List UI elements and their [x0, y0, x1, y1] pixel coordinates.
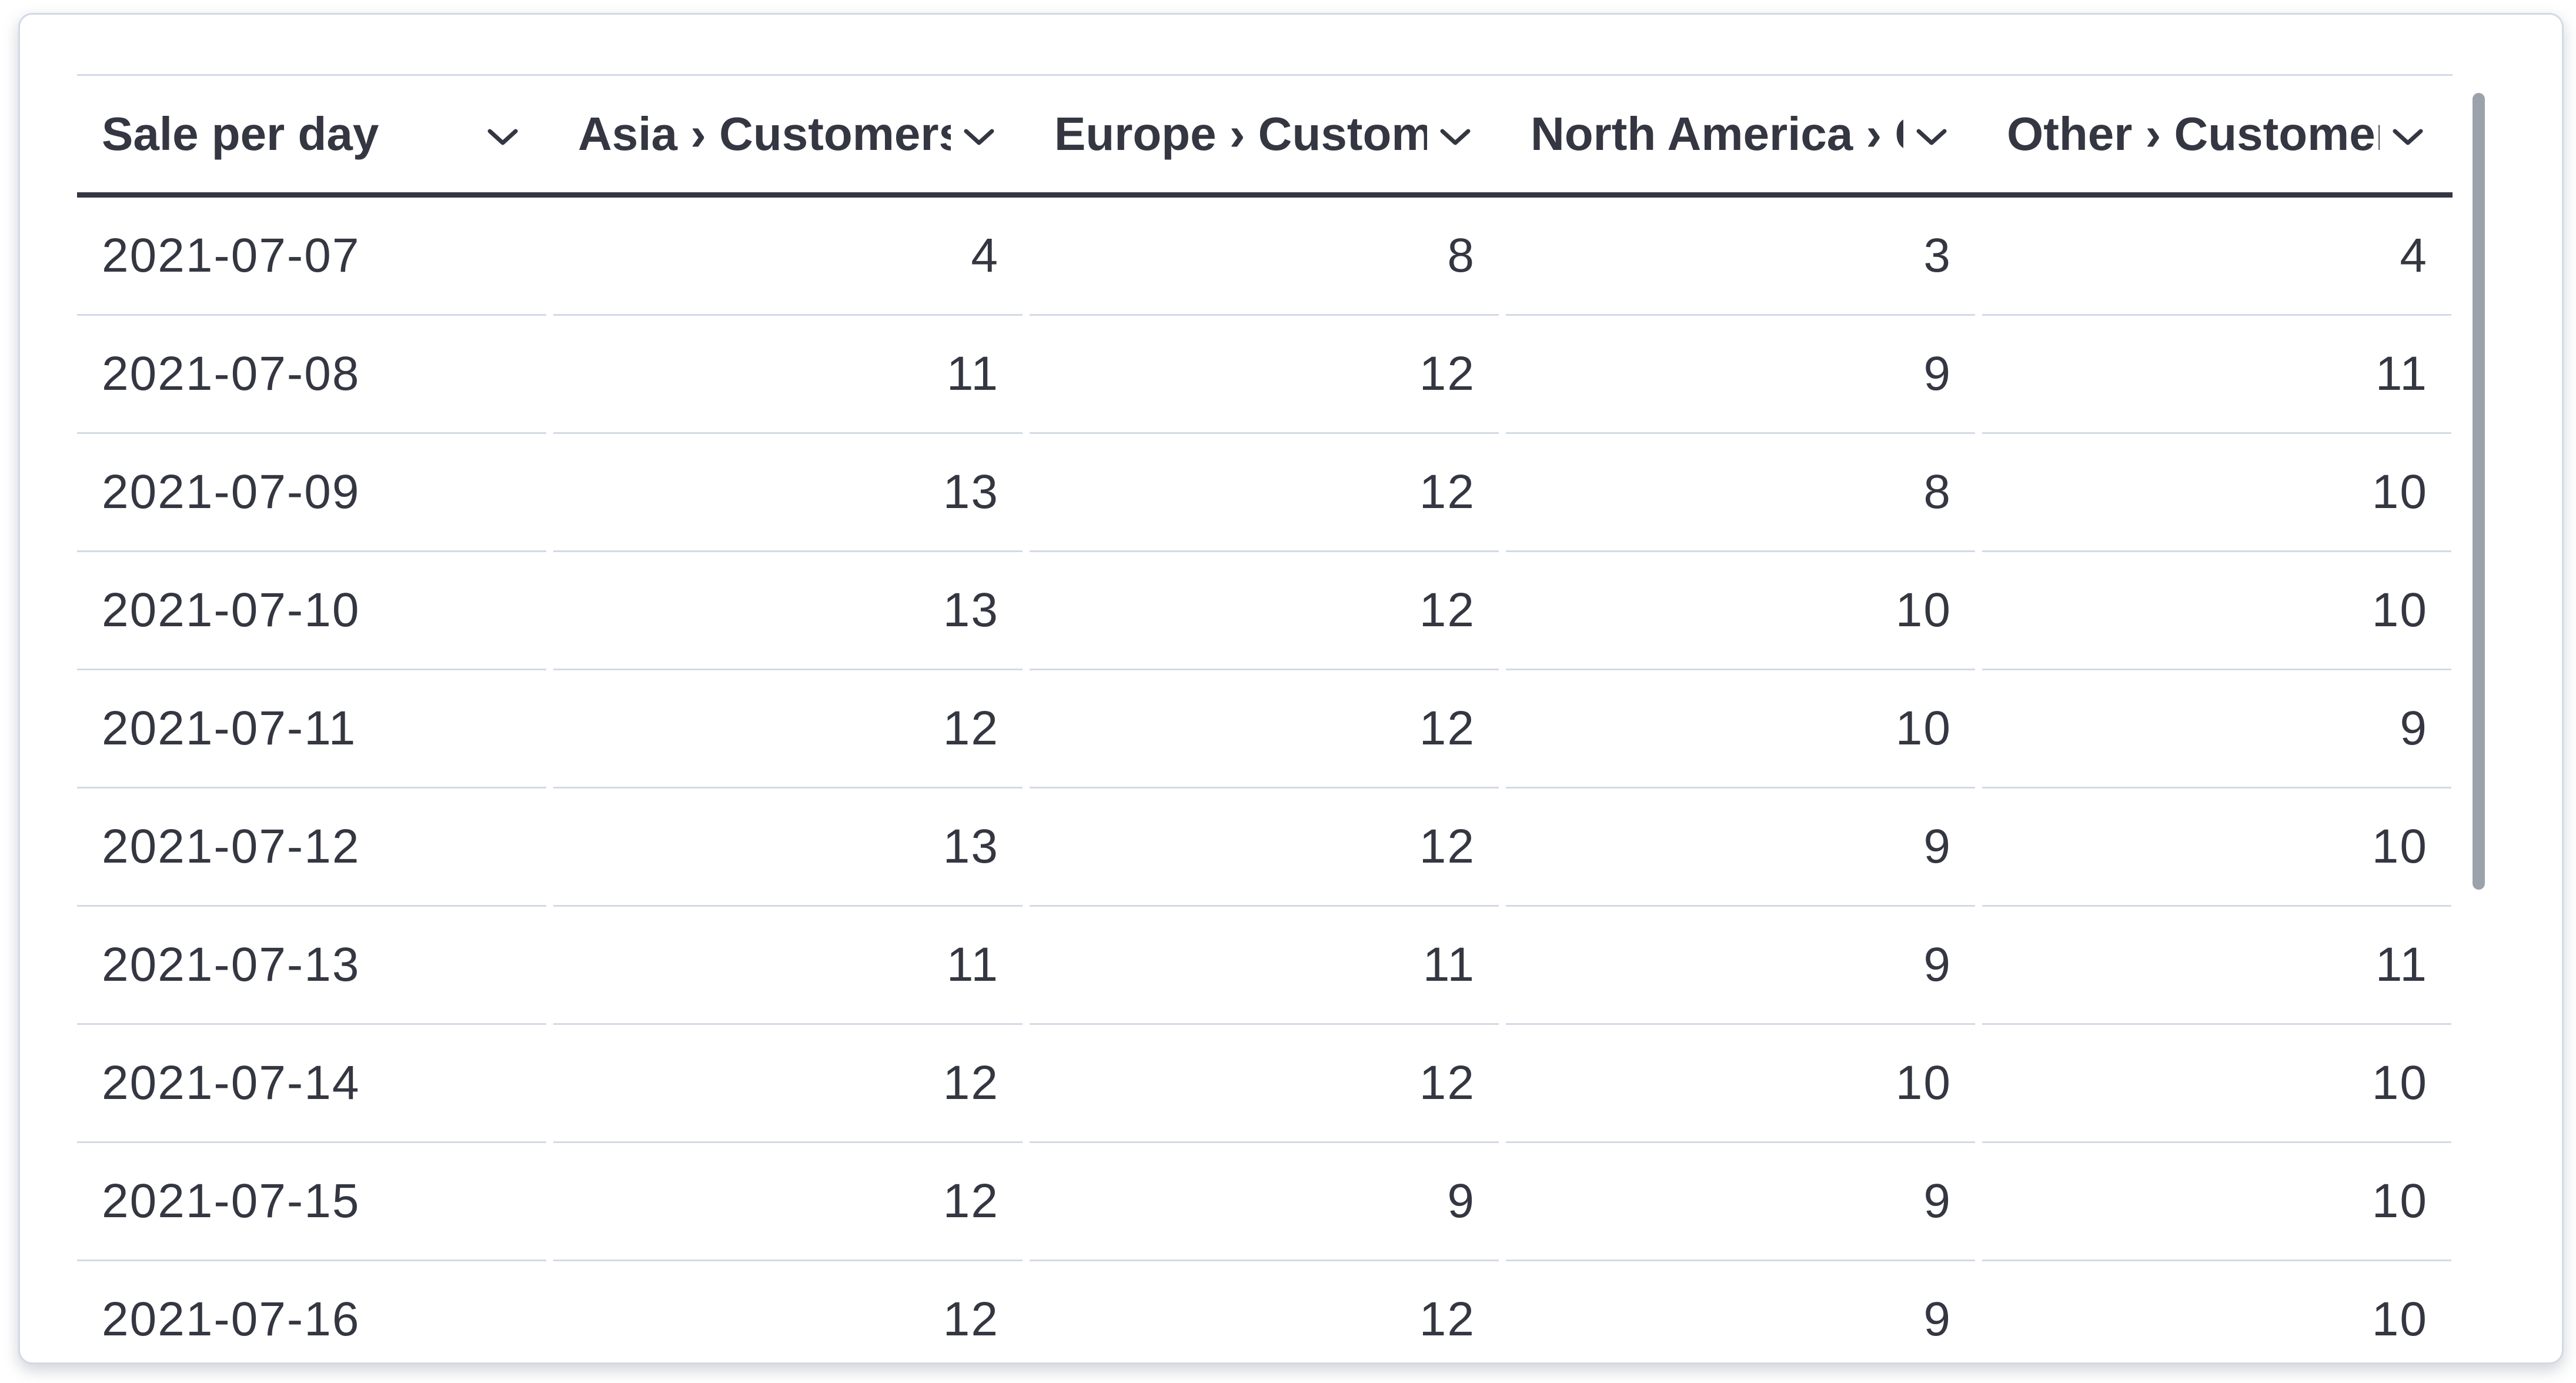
value-cell[interactable]: 11 — [553, 907, 1023, 1025]
value-cell[interactable]: 10 — [1982, 434, 2451, 552]
date-cell[interactable]: 2021-07-16 — [77, 1261, 546, 1362]
value-cell[interactable]: 9 — [1982, 670, 2451, 789]
value-cell[interactable]: 12 — [1030, 316, 1499, 434]
chevron-down-icon[interactable] — [2391, 127, 2425, 147]
column-header-label: Europe › Customers — [1054, 108, 1427, 160]
column-header-asia-customers[interactable]: Asia › Customers — [553, 76, 1023, 192]
value-cell[interactable]: 12 — [553, 1261, 1023, 1362]
date-cell[interactable]: 2021-07-14 — [77, 1025, 546, 1143]
value-cell[interactable]: 10 — [1506, 670, 1975, 789]
table-row: 2021-07-14 12 12 10 10 — [77, 1025, 2453, 1143]
chevron-down-icon[interactable] — [1915, 127, 1949, 147]
date-cell[interactable]: 2021-07-12 — [77, 789, 546, 907]
value-cell[interactable]: 11 — [1982, 316, 2451, 434]
date-cell[interactable]: 2021-07-13 — [77, 907, 546, 1025]
date-cell[interactable]: 2021-07-07 — [77, 198, 546, 316]
chevron-down-icon[interactable] — [486, 127, 520, 147]
table-row: 2021-07-09 13 12 8 10 — [77, 434, 2453, 552]
table-row: 2021-07-11 12 12 10 9 — [77, 670, 2453, 789]
table-row: 2021-07-07 4 8 3 4 — [77, 198, 2453, 316]
value-cell[interactable]: 11 — [1982, 907, 2451, 1025]
date-cell[interactable]: 2021-07-11 — [77, 670, 546, 789]
table-row: 2021-07-10 13 12 10 10 — [77, 552, 2453, 670]
table-header-row: Sale per day Asia › Customers Europe › C… — [77, 74, 2453, 198]
data-table: Sale per day Asia › Customers Europe › C… — [77, 74, 2453, 1362]
chevron-down-icon[interactable] — [1439, 127, 1472, 147]
value-cell[interactable]: 8 — [1506, 434, 1975, 552]
value-cell[interactable]: 12 — [1030, 1261, 1499, 1362]
column-header-sale-per-day[interactable]: Sale per day — [77, 76, 546, 192]
value-cell[interactable]: 10 — [1982, 552, 2451, 670]
table-row: 2021-07-08 11 12 9 11 — [77, 316, 2453, 434]
value-cell[interactable]: 9 — [1506, 789, 1975, 907]
table-row: 2021-07-13 11 11 9 11 — [77, 907, 2453, 1025]
value-cell[interactable]: 13 — [553, 434, 1023, 552]
value-cell[interactable]: 12 — [553, 1025, 1023, 1143]
column-header-label: North America › Customers — [1531, 108, 1903, 160]
value-cell[interactable]: 12 — [1030, 789, 1499, 907]
value-cell[interactable]: 12 — [1030, 552, 1499, 670]
value-cell[interactable]: 10 — [1982, 1143, 2451, 1261]
column-header-label: Other › Customers — [2007, 108, 2380, 160]
value-cell[interactable]: 9 — [1506, 1143, 1975, 1261]
table-row: 2021-07-16 12 12 9 10 — [77, 1261, 2453, 1362]
date-cell[interactable]: 2021-07-09 — [77, 434, 546, 552]
table-row: 2021-07-12 13 12 9 10 — [77, 789, 2453, 907]
chevron-down-icon[interactable] — [963, 127, 996, 147]
date-cell[interactable]: 2021-07-15 — [77, 1143, 546, 1261]
date-cell[interactable]: 2021-07-08 — [77, 316, 546, 434]
table-body: 2021-07-07 4 8 3 4 2021-07-08 11 12 9 11 2021-07-0… — [77, 198, 2453, 1362]
value-cell[interactable]: 10 — [1982, 1025, 2451, 1143]
value-cell[interactable]: 11 — [1030, 907, 1499, 1025]
column-header-label: Sale per day — [102, 108, 379, 160]
value-cell[interactable]: 8 — [1030, 198, 1499, 316]
column-header-other-customers[interactable]: Other › Customers — [1982, 76, 2451, 192]
value-cell[interactable]: 4 — [553, 198, 1023, 316]
value-cell[interactable]: 12 — [1030, 434, 1499, 552]
value-cell[interactable]: 9 — [1506, 907, 1975, 1025]
value-cell[interactable]: 9 — [1506, 316, 1975, 434]
value-cell[interactable]: 11 — [553, 316, 1023, 434]
value-cell[interactable]: 4 — [1982, 198, 2451, 316]
column-header-north-america-customers[interactable]: North America › Customers — [1506, 76, 1975, 192]
value-cell[interactable]: 12 — [553, 1143, 1023, 1261]
column-header-europe-customers[interactable]: Europe › Customers — [1030, 76, 1499, 192]
value-cell[interactable]: 10 — [1982, 789, 2451, 907]
column-header-label: Asia › Customers — [578, 108, 951, 160]
value-cell[interactable]: 13 — [553, 789, 1023, 907]
value-cell[interactable]: 12 — [553, 670, 1023, 789]
value-cell[interactable]: 10 — [1982, 1261, 2451, 1362]
value-cell[interactable]: 9 — [1506, 1261, 1975, 1362]
value-cell[interactable]: 13 — [553, 552, 1023, 670]
value-cell[interactable]: 10 — [1506, 552, 1975, 670]
value-cell[interactable]: 12 — [1030, 1025, 1499, 1143]
value-cell[interactable]: 3 — [1506, 198, 1975, 316]
vertical-scrollbar-thumb[interactable] — [2473, 93, 2485, 890]
value-cell[interactable]: 12 — [1030, 670, 1499, 789]
table-row: 2021-07-15 12 9 9 10 — [77, 1143, 2453, 1261]
value-cell[interactable]: 10 — [1506, 1025, 1975, 1143]
table-panel: Sale per day Asia › Customers Europe › C… — [18, 13, 2564, 1364]
value-cell[interactable]: 9 — [1030, 1143, 1499, 1261]
date-cell[interactable]: 2021-07-10 — [77, 552, 546, 670]
